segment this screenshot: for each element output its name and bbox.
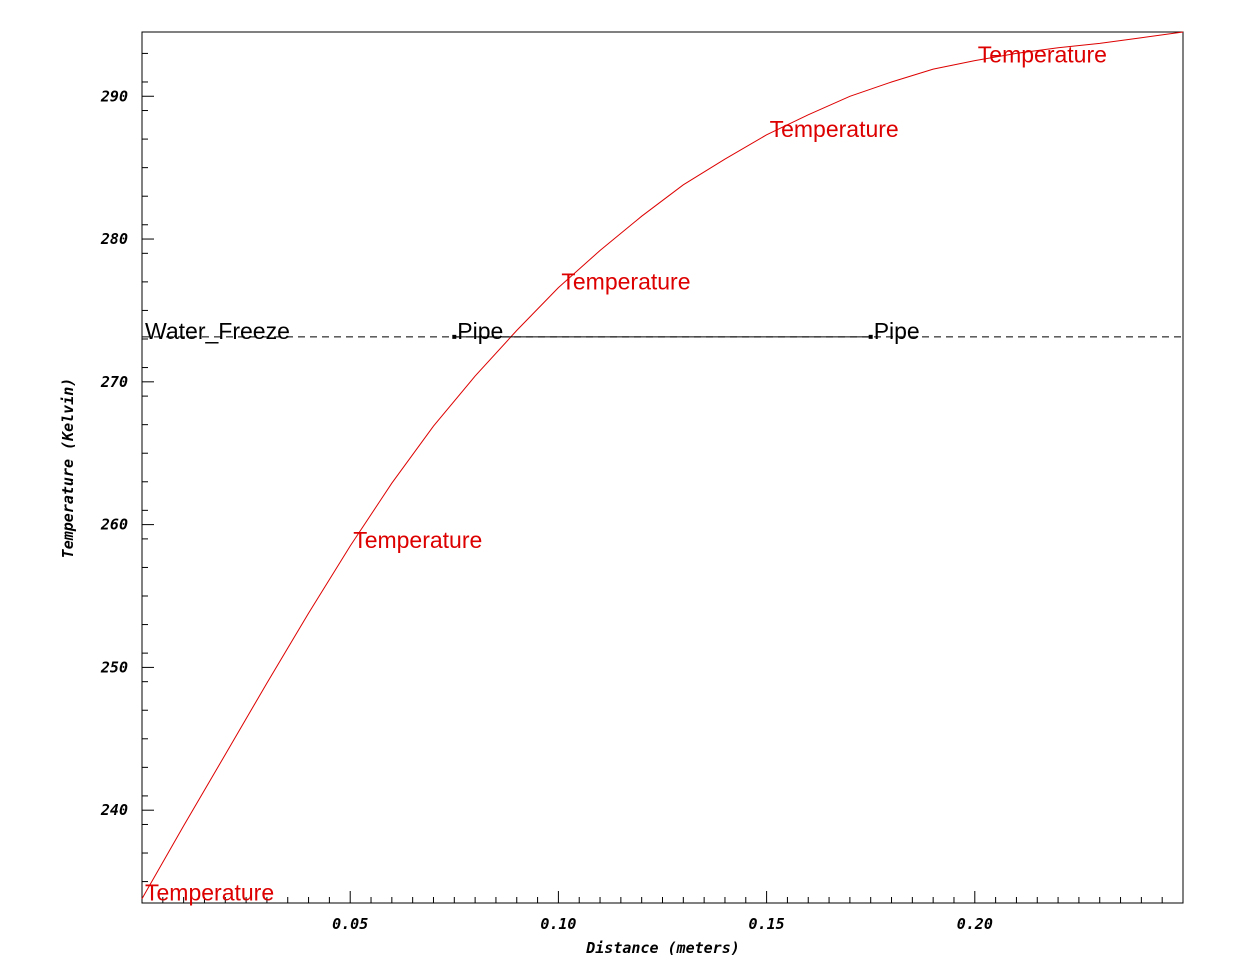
x-axis-ticks: 0.05 0.10 0.15 0.20	[332, 891, 993, 933]
temperature-curve-label: Temperature	[353, 527, 482, 553]
x-tick-label: 0.05	[332, 915, 368, 933]
pipe-curve-label: Pipe	[874, 318, 920, 344]
y-minor-ticks	[142, 52, 148, 883]
x-axis-title: Distance (meters)	[585, 939, 740, 957]
y-tick-label: 250	[100, 658, 128, 676]
y-axis-title: Temperature (Kelvin)	[59, 378, 77, 559]
y-tick-label: 260	[100, 516, 128, 534]
temperature-curve-label: Temperature	[561, 269, 690, 295]
x-tick-label: 0.20	[957, 915, 993, 933]
temperature-curve-label: Temperature	[770, 116, 899, 142]
temperature-series-line	[141, 31, 1184, 899]
plot-area-frame	[141, 31, 1184, 904]
water-freeze-curve-label: Water_Freeze	[145, 318, 290, 344]
y-axis-ticks: 240 250 260 270 280 290	[100, 87, 154, 819]
pipe-curve-label: Pipe	[457, 318, 503, 344]
pipe-marker	[452, 334, 457, 339]
series-layer	[141, 31, 1184, 899]
y-tick-label: 240	[100, 801, 128, 819]
y-tick-label: 280	[100, 230, 128, 248]
temperature-curve-label: Temperature	[145, 880, 274, 906]
x-minor-ticks	[162, 897, 1163, 903]
x-tick-label: 0.15	[749, 915, 785, 933]
series-labels: Temperature Temperature Temperature Tempera…	[145, 42, 1107, 906]
temperature-curve-label: Temperature	[978, 42, 1107, 68]
pipe-marker	[868, 334, 873, 339]
y-tick-label: 290	[100, 87, 128, 105]
x-tick-label: 0.10	[540, 915, 576, 933]
y-tick-label: 270	[100, 373, 128, 391]
